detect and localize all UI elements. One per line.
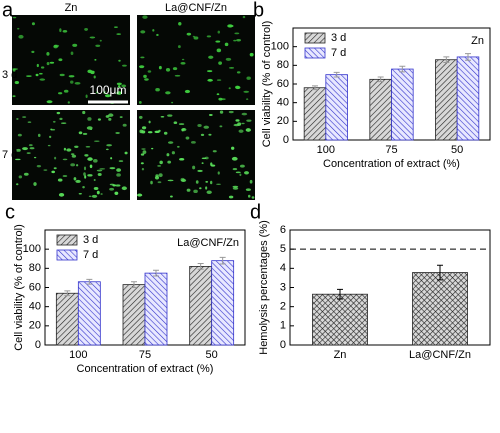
row-label: 3 d: [2, 69, 17, 81]
error-bar: [399, 65, 406, 73]
micrograph: [137, 15, 255, 105]
bar: [55, 292, 79, 346]
y-axis-label: Hemolysis percentages (%): [258, 220, 270, 355]
error-bar: [311, 85, 318, 91]
x-tick-label: 75: [139, 349, 151, 361]
y-tick-label: 60: [29, 281, 41, 293]
annotation: Zn: [471, 35, 484, 47]
y-tick-label: 1: [280, 320, 286, 332]
y-tick-label: 100: [271, 41, 289, 53]
bar: [325, 74, 348, 141]
y-tick-label: 100: [23, 243, 41, 255]
bar: [211, 260, 235, 346]
annotation: La@CNF/Zn: [177, 237, 239, 249]
y-tick-label: 20: [29, 320, 41, 332]
x-axis-label: Concentration of extract (%): [77, 363, 214, 375]
y-axis-label: Cell viability (% of control): [13, 224, 25, 351]
y-tick-label: 4: [280, 262, 286, 274]
panel-label: c: [5, 201, 15, 223]
y-tick-label: 5: [280, 243, 286, 255]
error-bar: [377, 76, 384, 83]
error-bar: [443, 56, 450, 64]
x-tick-label: 50: [451, 144, 463, 156]
y-tick-label: 80: [277, 59, 289, 71]
legend-label: 7 d: [331, 47, 346, 59]
legend-swatch: [304, 47, 326, 59]
bar: [369, 78, 392, 141]
bar: [77, 281, 101, 346]
error-bar: [197, 263, 204, 270]
y-tick-label: 40: [29, 301, 41, 313]
scale-bar-label: 100μm: [90, 83, 127, 97]
x-tick-label: Zn: [334, 349, 347, 361]
y-tick-label: 0: [280, 339, 286, 351]
legend-label: 3 d: [331, 32, 346, 44]
panel-label: d: [250, 201, 261, 223]
legend-swatch: [56, 249, 78, 261]
x-tick-label: 100: [317, 144, 335, 156]
x-tick-label: 50: [206, 349, 218, 361]
micrograph: [12, 15, 130, 105]
panel-label: a: [2, 0, 14, 21]
x-tick-label: La@CNF/Zn: [409, 349, 471, 361]
x-tick-label: 75: [385, 144, 397, 156]
y-tick-label: 80: [29, 262, 41, 274]
y-axis-label: Cell viability (% of control): [261, 21, 273, 148]
bar: [122, 284, 146, 346]
y-tick-label: 40: [277, 97, 289, 109]
error-bar: [131, 281, 137, 288]
y-tick-label: 60: [277, 78, 289, 90]
panel-label: b: [253, 0, 264, 21]
micrograph: [12, 110, 130, 200]
x-tick-label: 100: [69, 349, 87, 361]
y-tick-label: 2: [280, 301, 286, 313]
error-bar: [333, 71, 340, 78]
bar: [412, 272, 468, 346]
error-bar: [64, 290, 71, 297]
bar: [189, 266, 213, 346]
bar: [144, 272, 168, 346]
column-label: La@CNF/Zn: [165, 2, 227, 14]
legend-label: 7 d: [83, 249, 98, 261]
legend-swatch: [56, 234, 78, 246]
row-label: 7 d: [2, 149, 17, 161]
y-tick-label: 0: [283, 134, 289, 146]
error-bar: [86, 278, 93, 285]
error-bar: [337, 288, 343, 300]
y-tick-label: 0: [35, 339, 41, 351]
y-tick-label: 6: [280, 224, 286, 236]
y-tick-label: 3: [280, 281, 286, 293]
bar: [391, 68, 414, 141]
column-label: Zn: [65, 2, 78, 14]
bar: [435, 59, 458, 141]
error-bar: [437, 264, 443, 281]
error-bar: [465, 53, 472, 61]
error-bar: [153, 269, 159, 277]
bar: [456, 56, 480, 141]
x-axis-label: Concentration of extract (%): [323, 158, 460, 170]
y-tick-label: 20: [277, 115, 289, 127]
legend-label: 3 d: [83, 234, 98, 246]
error-bar: [219, 256, 226, 265]
legend-swatch: [304, 32, 326, 44]
bar: [303, 87, 327, 141]
bar: [312, 293, 368, 346]
